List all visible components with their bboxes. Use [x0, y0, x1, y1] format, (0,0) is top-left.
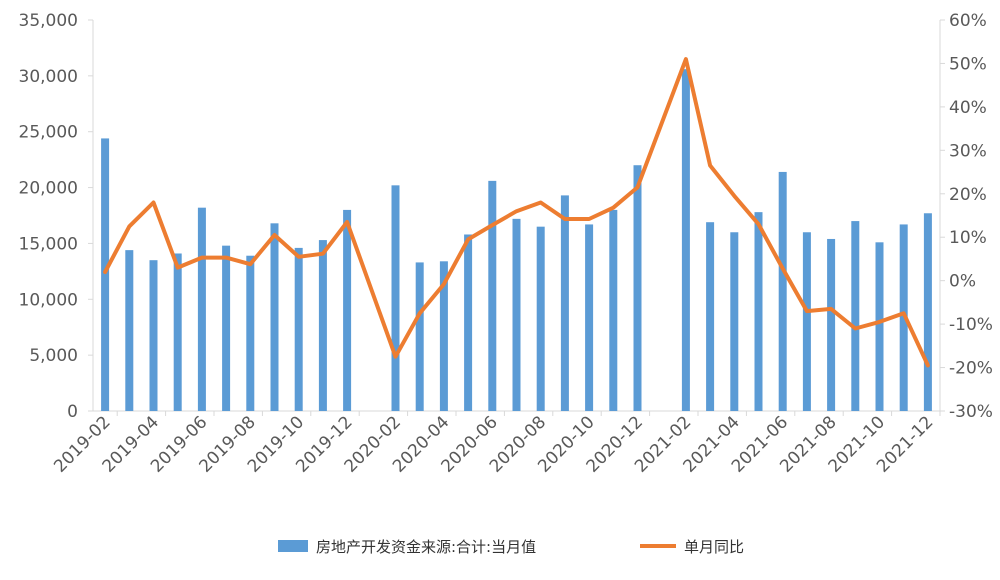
yoy-point-2019-03: [127, 224, 131, 228]
yoy-point-2020-07: [515, 209, 518, 213]
yoy-point-2021-11: [902, 311, 906, 315]
bar-2021-04: [730, 232, 739, 411]
bar-2019-04: [149, 260, 158, 411]
yoy-point-2020-12: [636, 185, 639, 189]
left-tick-label: 20,000: [19, 179, 78, 199]
yoy-point-2020-10: [587, 217, 591, 221]
bar-2021-12: [923, 213, 932, 411]
yoy-point-2020-06: [490, 223, 494, 227]
x-axis-ticks: 2019-022019-042019-062019-082019-102019-…: [50, 411, 941, 477]
bar-2021-09: [851, 221, 860, 411]
bar-2019-09: [270, 223, 279, 411]
bar-2020-04: [439, 261, 448, 411]
right-tick-label: 60%: [949, 11, 987, 31]
left-tick-label: 5,000: [29, 346, 78, 366]
bar-2020-06: [488, 180, 497, 411]
legend-swatch-bar: [278, 540, 308, 552]
line-series: [103, 57, 930, 368]
yoy-point-2020-02: [394, 355, 397, 359]
legend: 房地产开发资金来源:合计:当月值 单月同比: [278, 538, 744, 556]
yoy-point-2021-10: [878, 320, 881, 324]
right-tick-label: -10%: [949, 315, 993, 335]
yoy-point-2021-04: [732, 194, 736, 198]
yoy-point-2021-06: [781, 267, 785, 271]
left-tick-label: 30,000: [19, 67, 78, 87]
bar-2020-08: [536, 226, 545, 411]
yoy-point-2019-06: [200, 256, 204, 260]
bar-2020-03: [415, 262, 424, 411]
left-tick-label: 15,000: [19, 234, 78, 254]
bar-2021-08: [827, 238, 836, 411]
bar-2020-05: [464, 234, 473, 411]
yoy-point-2019-05: [176, 266, 180, 270]
left-tick-label: 35,000: [19, 11, 78, 31]
right-tick-label: 50%: [949, 54, 987, 74]
bar-2021-10: [875, 242, 884, 411]
bar-2019-12: [343, 209, 352, 411]
right-tick-label: -20%: [949, 359, 993, 379]
right-tick-label: 20%: [949, 185, 987, 205]
yoy-point-2020-04: [442, 282, 446, 286]
right-tick-label: 30%: [949, 141, 987, 161]
yoy-point-2019-08: [248, 262, 252, 266]
yoy-point-2021-05: [757, 222, 760, 226]
yoy-point-2021-03: [708, 164, 712, 168]
yoy-point-2020-08: [539, 200, 543, 204]
bar-2019-02: [101, 138, 110, 411]
bar-2019-03: [125, 250, 134, 411]
yoy-point-2019-11: [321, 252, 325, 256]
left-axis-ticks: 0 5,000 10,000 15,000 20,000 25,000 30,000 35,0…: [19, 11, 93, 422]
left-tick-label: 0: [67, 402, 78, 422]
bar-2019-10: [294, 247, 303, 411]
right-tick-label: 40%: [949, 98, 987, 118]
bar-2021-05: [754, 212, 763, 411]
yoy-point-2021-12: [926, 363, 930, 367]
bar-2019-06: [197, 207, 206, 411]
yoy-point-2021-02: [684, 57, 688, 61]
yoy-point-2021-08: [829, 307, 833, 311]
bar-2019-05: [173, 253, 182, 411]
bar-2021-06: [778, 171, 787, 411]
right-axis-ticks: -30% -20% -10% 0% 10% 20% 30% 40% 50% 60%: [940, 11, 993, 422]
yoy-point-2019-09: [273, 233, 276, 237]
bar-2021-07: [802, 232, 811, 411]
right-tick-label: 10%: [949, 228, 987, 248]
yoy-point-2020-11: [611, 206, 615, 210]
bar-2021-02: [681, 69, 690, 411]
yoy-point-2019-12: [345, 220, 349, 224]
right-tick-label: -30%: [949, 402, 993, 422]
yoy-point-2020-05: [466, 237, 470, 241]
yoy-point-2020-03: [418, 311, 422, 315]
yoy-point-2020-09: [563, 217, 567, 221]
yoy-point-2019-10: [297, 255, 301, 259]
yoy-point-2019-02: [103, 270, 107, 274]
bar-2020-12: [633, 165, 642, 411]
bar-2019-11: [318, 240, 327, 411]
yoy-point-2019-07: [224, 256, 228, 260]
bar-2019-08: [246, 255, 255, 411]
legend-label-line: 单月同比: [684, 538, 744, 556]
bar-2020-02: [391, 185, 400, 411]
legend-label-bar: 房地产开发资金来源:合计:当月值: [316, 538, 536, 556]
bar-2020-11: [609, 209, 618, 411]
right-tick-label: 0%: [949, 272, 976, 292]
left-tick-label: 10,000: [19, 290, 78, 310]
bar-series: [101, 69, 932, 411]
left-tick-label: 25,000: [19, 123, 78, 143]
yoy-point-2019-04: [152, 200, 155, 204]
bar-2020-09: [560, 195, 569, 411]
bar-2021-03: [706, 222, 715, 411]
bar-2020-10: [585, 224, 594, 411]
bar-2019-07: [222, 245, 231, 411]
yoy-point-2021-07: [805, 309, 809, 313]
bar-2020-07: [512, 218, 521, 411]
yoy-point-2021-09: [853, 326, 857, 330]
